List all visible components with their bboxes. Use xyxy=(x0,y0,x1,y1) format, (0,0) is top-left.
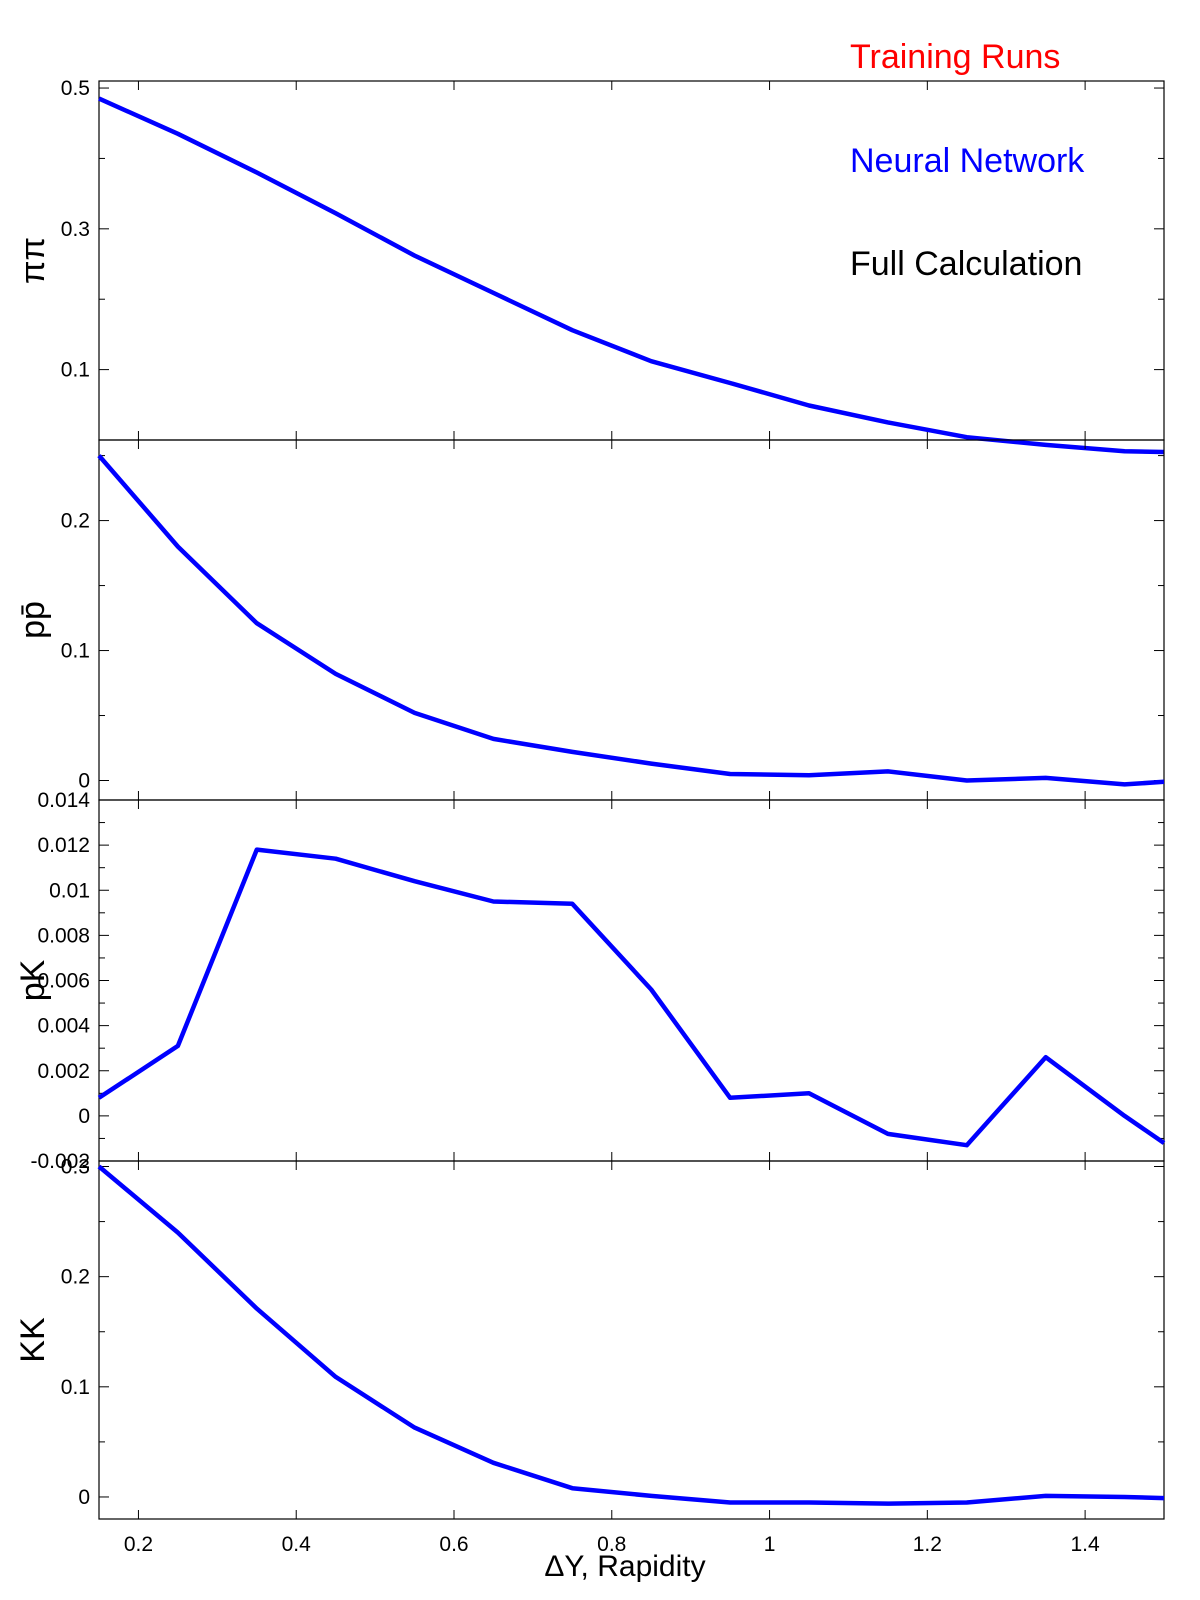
y-tick-label: 0.002 xyxy=(37,1060,90,1083)
panels: 0.5 0.3 0.1 ππ 0.2 0.1 0 pp̄ 0.014 0.012 0.01 0.008… xyxy=(14,77,1166,1556)
panel-frame xyxy=(98,1160,1165,1520)
y-tick-label: 0.008 xyxy=(37,924,90,947)
x-tick-label: 0.6 xyxy=(439,1533,468,1556)
y-tick-label: 0 xyxy=(78,1105,90,1128)
legend-entry: Full Calculation xyxy=(850,245,1082,283)
y-tick-label: 0.006 xyxy=(37,970,90,993)
y-tick-label: 0.1 xyxy=(61,359,90,382)
y-tick-label: 0.01 xyxy=(49,879,90,902)
y-tick-label: 0.014 xyxy=(37,789,90,812)
y-axis-label: pK xyxy=(14,959,52,1001)
legend-entry: Neural Network xyxy=(850,142,1085,180)
x-tick-label: 1.2 xyxy=(913,1533,942,1556)
y-tick-label: -0.002 xyxy=(30,1150,90,1173)
series-line xyxy=(97,1164,1165,1506)
series-line xyxy=(98,96,1165,455)
y-axis-label: KK xyxy=(14,1317,52,1363)
y-tick-label: 0.004 xyxy=(37,1015,90,1038)
y-tick-label: 0.5 xyxy=(61,77,90,100)
y-tick-label: 0.012 xyxy=(37,834,90,857)
panel-4: 0.3 0.2 0.1 0 KK xyxy=(14,1156,1165,1520)
x-tick-label: 1.4 xyxy=(1071,1533,1101,1556)
y-tick-label: 0.2 xyxy=(61,510,90,533)
y-tick-label: 0.1 xyxy=(61,1376,90,1399)
x-axis-label: ΔY, Rapidity xyxy=(544,1550,705,1583)
panel-3: 0.014 0.012 0.01 0.008 0.006 0.004 0.002 0 -0.00… xyxy=(14,789,1166,1173)
x-tick-label: 0.2 xyxy=(124,1533,153,1556)
y-tick-label: 0.3 xyxy=(61,218,90,241)
panel-frame xyxy=(98,439,1165,801)
y-tick-label: 0 xyxy=(78,1486,90,1509)
panel-frame xyxy=(98,799,1165,1162)
series-line xyxy=(97,847,1166,1148)
legend: Training Runs Neural Network Full Calculat… xyxy=(850,38,1085,283)
x-tick-label: 0.4 xyxy=(282,1533,312,1556)
x-tick-label: 0.8 xyxy=(597,1533,626,1556)
y-tick-label: 0 xyxy=(78,770,90,793)
panel-2: 0.2 0.1 0 pp̄ xyxy=(14,439,1165,801)
series-line xyxy=(97,454,1165,787)
y-tick-label: 0.2 xyxy=(61,1266,90,1289)
legend-entry: Training Runs xyxy=(850,38,1060,76)
x-tick-label: 1 xyxy=(764,1533,776,1556)
y-axis-label: pp̄ xyxy=(14,601,52,639)
y-tick-label: 0.3 xyxy=(61,1156,90,1179)
y-tick-label: 0.1 xyxy=(61,640,90,663)
y-axis-label: ππ xyxy=(14,237,52,284)
